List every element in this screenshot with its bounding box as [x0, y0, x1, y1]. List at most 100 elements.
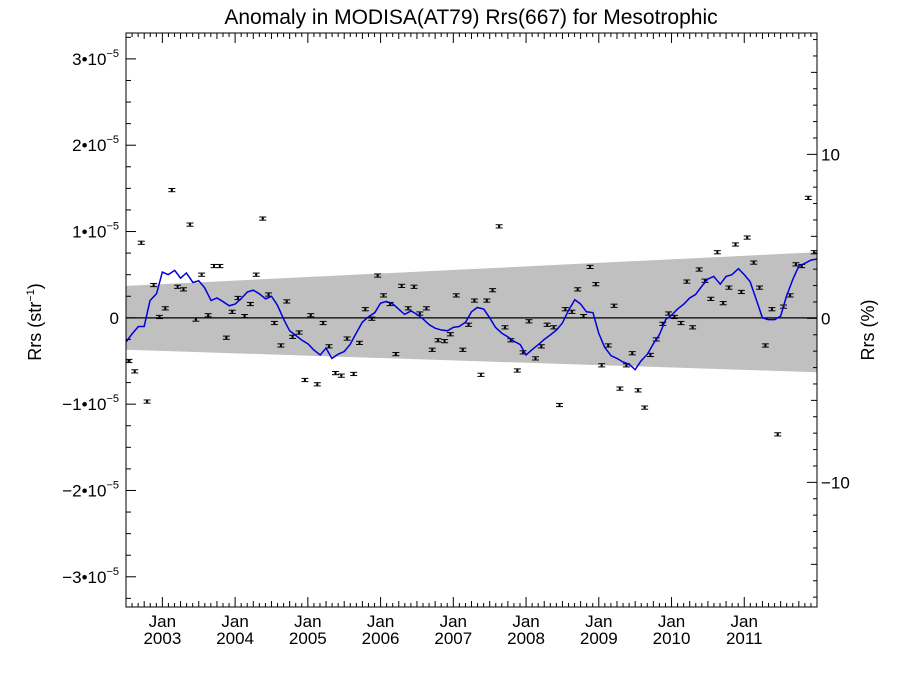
data-point [186, 222, 194, 227]
data-point [483, 298, 491, 303]
data-point [713, 250, 721, 255]
data-point [434, 338, 442, 343]
y-left-tick-label: 1•10−5 [72, 221, 119, 242]
data-point [143, 399, 151, 404]
plot-area [125, 32, 818, 608]
data-point [598, 363, 606, 368]
y-right-tick-label: −10 [821, 473, 850, 492]
data-point [707, 296, 715, 301]
data-point [241, 314, 249, 319]
data-point [277, 343, 285, 348]
y-axis-left: 3•10−5 2•10−5 1•10−5 0 −1•10−5 −2•10−5 −3•10−5 [62, 36, 136, 599]
data-point [683, 279, 691, 284]
data-point [604, 343, 612, 348]
x-tick-label-year: 2010 [653, 629, 691, 648]
data-point [325, 344, 333, 349]
data-point [174, 284, 182, 289]
data-point [155, 314, 163, 320]
x-tick-label-month: Jan [731, 612, 758, 631]
data-point [301, 377, 309, 383]
data-point [586, 264, 594, 270]
data-point [610, 303, 618, 308]
x-tick-label-year: 2005 [289, 629, 327, 648]
y-left-tick-label: −3•10−5 [62, 566, 119, 587]
data-point [556, 402, 564, 408]
data-point [737, 289, 745, 295]
data-point [428, 347, 436, 352]
data-point [361, 307, 369, 312]
data-point [495, 224, 503, 229]
data-point [198, 272, 206, 277]
data-point [677, 320, 685, 326]
data-point [228, 309, 236, 314]
x-tick-label-year: 2009 [580, 629, 618, 648]
data-point [459, 347, 467, 352]
data-point [725, 285, 733, 290]
y-axis-right: 10 0 −10 [807, 39, 850, 598]
data-point [422, 306, 430, 311]
data-point [616, 386, 624, 391]
data-point [270, 320, 278, 326]
data-point [568, 309, 576, 314]
data-point [634, 388, 642, 393]
data-point [574, 287, 582, 292]
data-point [525, 319, 533, 324]
x-tick-label-year: 2007 [434, 629, 472, 648]
data-point [580, 314, 588, 319]
data-point [756, 285, 764, 290]
data-point [719, 301, 727, 306]
data-point [355, 340, 363, 345]
data-point [550, 325, 558, 330]
data-point [592, 282, 600, 287]
data-point [307, 313, 315, 318]
x-tick-label-month: Jan [221, 612, 248, 631]
data-point [750, 260, 758, 265]
data-point [441, 339, 449, 344]
data-point [331, 370, 339, 376]
data-point [774, 432, 782, 437]
x-tick-label-year: 2004 [216, 629, 254, 648]
data-point [404, 306, 412, 311]
data-point [501, 325, 509, 330]
data-point [283, 299, 291, 304]
y-axis-left-label-base: Rrs (str [25, 302, 45, 361]
data-point [465, 322, 473, 327]
y-axis-left-label: Rrs (str−1) [25, 283, 45, 361]
data-point [392, 351, 400, 357]
x-tick-label-year: 2008 [507, 629, 545, 648]
x-tick-label-year: 2011 [726, 629, 763, 648]
anomaly-points [125, 187, 818, 437]
chart-title: Anomaly in MODISA(AT79) Rrs(667) for Mes… [224, 6, 717, 29]
x-tick-label-month: Jan [585, 612, 612, 631]
data-point [489, 288, 497, 293]
data-point [204, 313, 212, 318]
data-point [234, 295, 242, 301]
data-point [379, 293, 387, 298]
data-point [295, 330, 303, 335]
data-point [259, 216, 267, 221]
data-point [137, 240, 145, 245]
data-point [216, 263, 224, 269]
x-tick-label-month: Jan [658, 612, 685, 631]
data-point [398, 283, 406, 289]
data-point [446, 332, 454, 337]
y-axis-right-label: Rrs (%) [858, 300, 878, 361]
x-tick-label-month: Jan [440, 612, 467, 631]
data-point [150, 282, 158, 288]
data-point [161, 306, 169, 311]
data-point [761, 343, 769, 348]
data-point [319, 320, 327, 326]
data-point [641, 405, 649, 410]
data-point [768, 307, 776, 312]
x-tick-label-month: Jan [512, 612, 539, 631]
data-point [350, 371, 358, 377]
data-point [374, 273, 382, 278]
x-tick-label-year: 2003 [143, 629, 181, 648]
data-point [732, 242, 740, 247]
data-point [222, 335, 230, 340]
x-tick-label-month: Jan [149, 612, 176, 631]
data-point [168, 187, 176, 193]
data-point [743, 235, 751, 240]
data-point [543, 322, 551, 327]
